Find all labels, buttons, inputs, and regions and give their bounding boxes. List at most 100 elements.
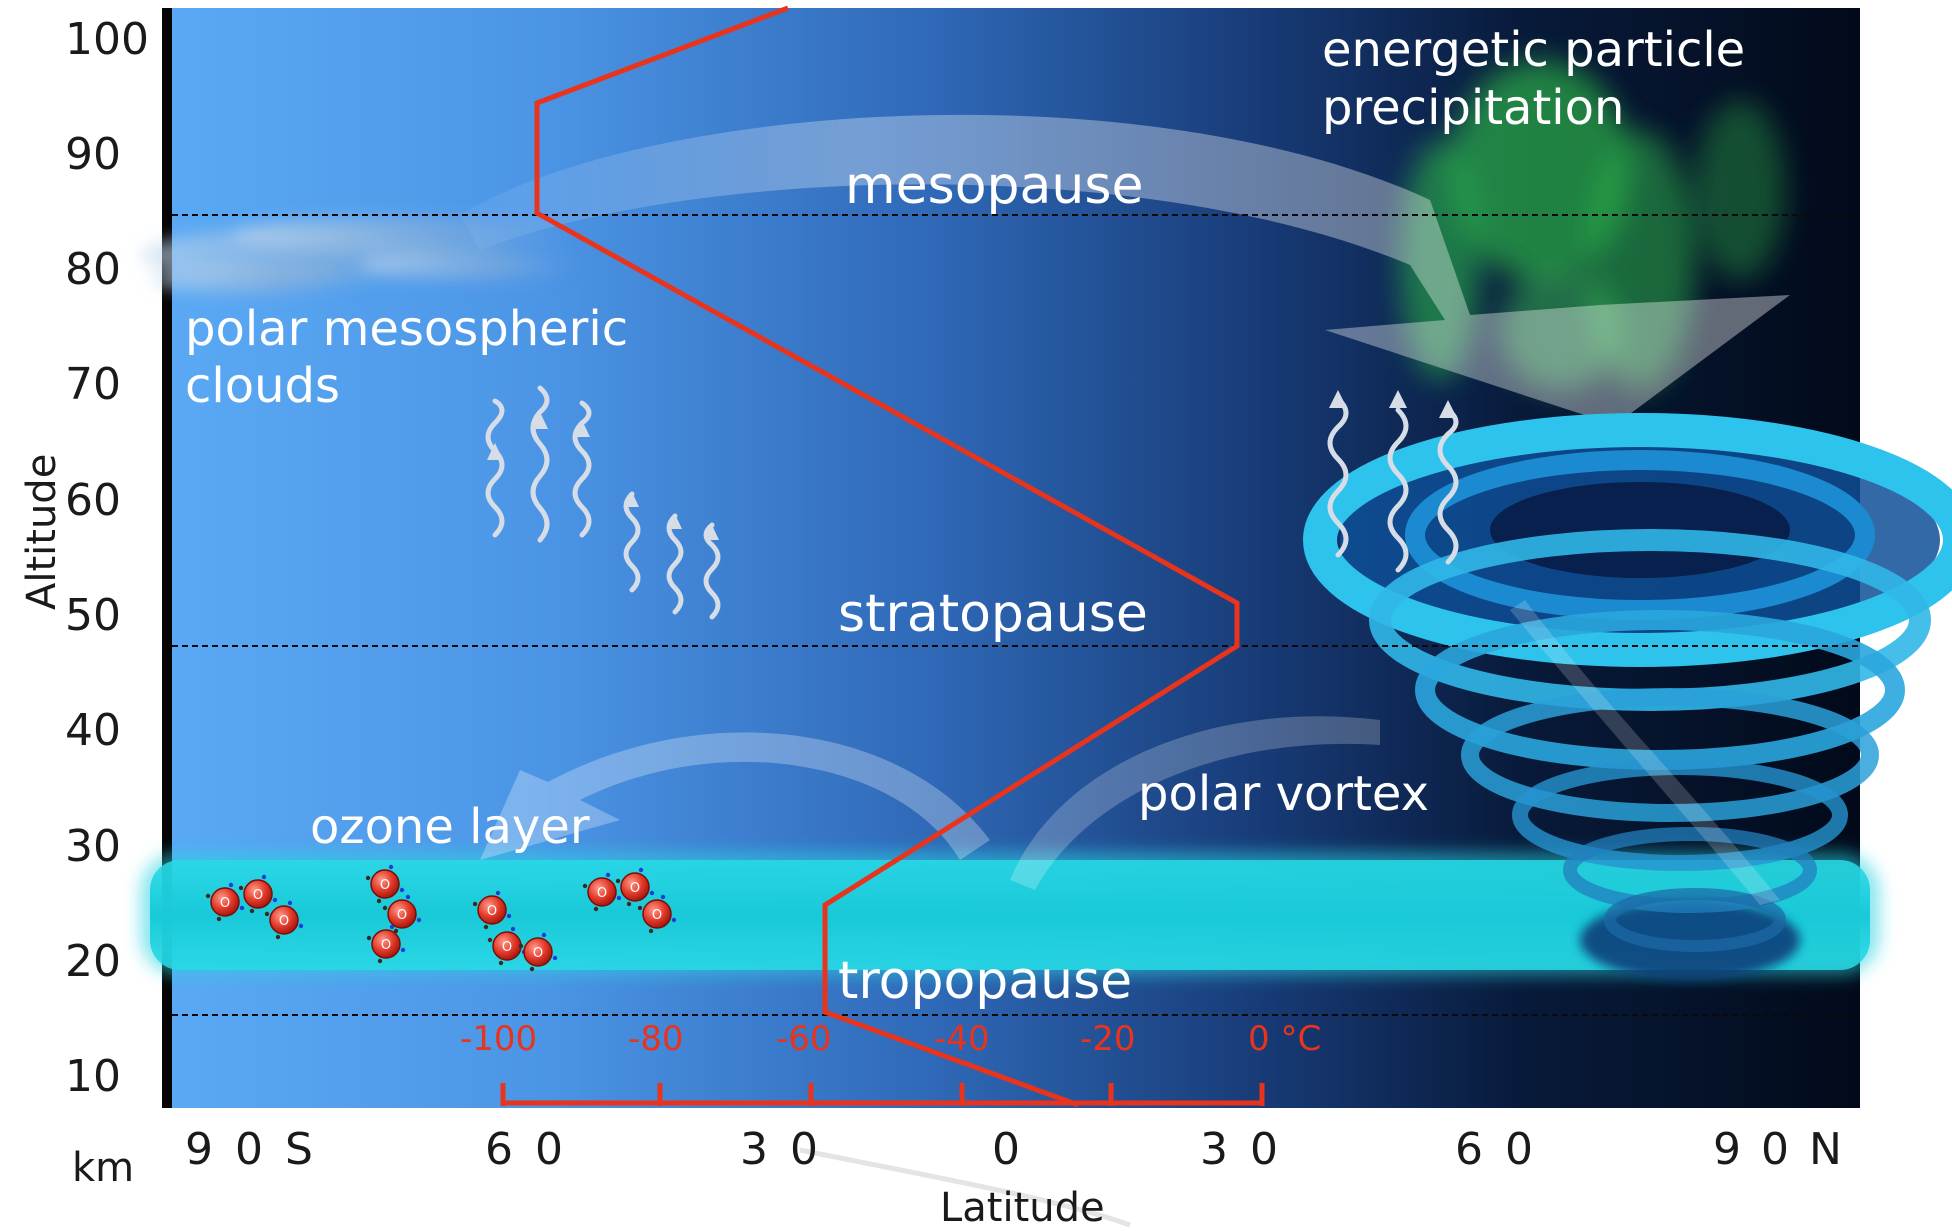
oxygen-atom-letter: O bbox=[652, 908, 662, 923]
electron-dot bbox=[616, 895, 622, 901]
temperature-tick-minus60: -60 bbox=[776, 1019, 832, 1059]
altitude-tick-50: 50 bbox=[65, 590, 121, 641]
oxygen-atom bbox=[642, 899, 672, 929]
electron-dot bbox=[660, 894, 666, 900]
electron-dot bbox=[649, 890, 655, 896]
temperature-tick-minus40: -40 bbox=[934, 1019, 990, 1059]
altitude-tick-60: 60 bbox=[65, 475, 121, 526]
electron-dot bbox=[648, 928, 654, 934]
ozone-molecule: O O O bbox=[472, 890, 558, 972]
energetic-particle-label-line1: energetic particle bbox=[1322, 22, 1746, 78]
polar-vortex-label: polar vortex bbox=[1138, 766, 1429, 822]
electron-dot bbox=[671, 917, 677, 923]
latitude-tick-90s: 90S bbox=[185, 1124, 335, 1175]
latitude-tick-30n: 30 bbox=[1200, 1124, 1300, 1175]
temperature-tick-0: 0 °C bbox=[1248, 1019, 1322, 1059]
electron-dot bbox=[366, 935, 372, 941]
electron-dot bbox=[626, 901, 632, 907]
electron-dot bbox=[405, 894, 411, 900]
altitude-tick-40: 40 bbox=[65, 705, 121, 756]
altitude-axis-title: Altitude bbox=[19, 453, 65, 610]
electron-dot bbox=[637, 905, 643, 911]
temperature-scale bbox=[500, 1083, 1265, 1106]
electron-dot bbox=[510, 926, 516, 932]
electron-dot bbox=[249, 908, 255, 914]
oxygen-atom bbox=[269, 905, 299, 935]
latitude-axis-title: Latitude bbox=[940, 1185, 1105, 1231]
oxygen-atom-letter: O bbox=[380, 878, 390, 893]
oxygen-atom bbox=[370, 869, 400, 899]
electron-dot bbox=[416, 917, 422, 923]
oxygen-atom bbox=[587, 877, 617, 907]
electron-dot bbox=[264, 911, 270, 917]
oxygen-atom bbox=[243, 879, 273, 909]
ozone-circulation-arrow-left bbox=[480, 732, 990, 860]
latitude-swoosh bbox=[799, 1147, 1131, 1228]
electron-dot bbox=[377, 958, 383, 964]
oxygen-atom-letter: O bbox=[220, 896, 230, 911]
temperature-tick-minus80: -80 bbox=[628, 1019, 684, 1059]
electron-dot bbox=[400, 947, 406, 953]
oxygen-atom-letter: O bbox=[597, 886, 607, 901]
electron-dot bbox=[399, 887, 405, 893]
latitude-tick-60s: 60 bbox=[485, 1124, 585, 1175]
electron-dot bbox=[615, 878, 621, 884]
altitude-tick-10: 10 bbox=[65, 1051, 121, 1102]
electron-dot bbox=[638, 867, 644, 873]
electron-dot bbox=[261, 874, 267, 880]
oxygen-atom bbox=[523, 937, 553, 967]
electron-dot bbox=[388, 864, 394, 870]
oxygen-atom-letter: O bbox=[502, 940, 512, 955]
polar-vortex bbox=[1303, 413, 1952, 980]
electron-dot bbox=[216, 916, 222, 922]
oxygen-atom-letter: O bbox=[397, 908, 407, 923]
electron-dot bbox=[483, 924, 489, 930]
electron-dot bbox=[498, 960, 504, 966]
ozone-layer-label: ozone layer bbox=[310, 799, 590, 855]
latitude-tick-0: 0 bbox=[992, 1124, 1042, 1175]
altitude-tick-100: 100 bbox=[65, 14, 149, 65]
latitude-tick-30s: 30 bbox=[740, 1124, 840, 1175]
electron-dot bbox=[582, 883, 588, 889]
electron-dot bbox=[382, 905, 388, 911]
electron-dot bbox=[605, 872, 611, 878]
electron-dot bbox=[298, 923, 304, 929]
electron-dot bbox=[287, 900, 293, 906]
mesospheric-circulation-arrow bbox=[460, 114, 1790, 426]
latitude-tick-60n: 60 bbox=[1455, 1124, 1555, 1175]
electron-dot bbox=[495, 890, 501, 896]
temperature-tick-minus100: -100 bbox=[460, 1019, 538, 1059]
oxygen-atom bbox=[477, 895, 507, 925]
altitude-tick-30: 30 bbox=[65, 821, 121, 872]
oxygen-atom-letter: O bbox=[533, 946, 543, 961]
electron-dot bbox=[205, 893, 211, 899]
electron-dot bbox=[487, 937, 493, 943]
electron-dot bbox=[593, 906, 599, 912]
ozone-band bbox=[150, 860, 1870, 970]
oxygen-atom-letter: O bbox=[253, 888, 263, 903]
altitude-unit: km bbox=[72, 1145, 135, 1191]
altitude-tick-20: 20 bbox=[65, 936, 121, 987]
altitude-tick-80: 80 bbox=[65, 244, 121, 295]
temperature-tick-minus20: -20 bbox=[1080, 1019, 1136, 1059]
gravity-wave-arrowheads bbox=[487, 390, 1457, 540]
electron-dot bbox=[365, 875, 371, 881]
electron-dot bbox=[272, 897, 278, 903]
oxygen-atom bbox=[387, 899, 417, 929]
oxygen-atom bbox=[210, 887, 240, 917]
latitude-tick-90n: 90N bbox=[1713, 1124, 1862, 1175]
ozone-molecule: O O O bbox=[205, 874, 304, 940]
polar-mesospheric-clouds-label-line1: polar mesospheric bbox=[185, 301, 629, 357]
oxygen-atom-letter: O bbox=[487, 904, 497, 919]
altitude-tick-70: 70 bbox=[65, 359, 121, 410]
electron-dot bbox=[472, 901, 478, 907]
oxygen-atom-letter: O bbox=[279, 914, 289, 929]
electron-dot bbox=[275, 934, 281, 940]
energetic-particle-label-line2: precipitation bbox=[1322, 80, 1625, 136]
oxygen-atom-letter: O bbox=[381, 938, 391, 953]
stratopause-label: stratopause bbox=[838, 584, 1148, 644]
